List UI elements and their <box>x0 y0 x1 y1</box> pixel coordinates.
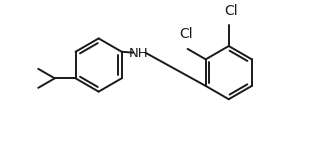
Text: NH: NH <box>129 47 149 60</box>
Text: Cl: Cl <box>224 4 237 18</box>
Text: Cl: Cl <box>179 27 192 41</box>
